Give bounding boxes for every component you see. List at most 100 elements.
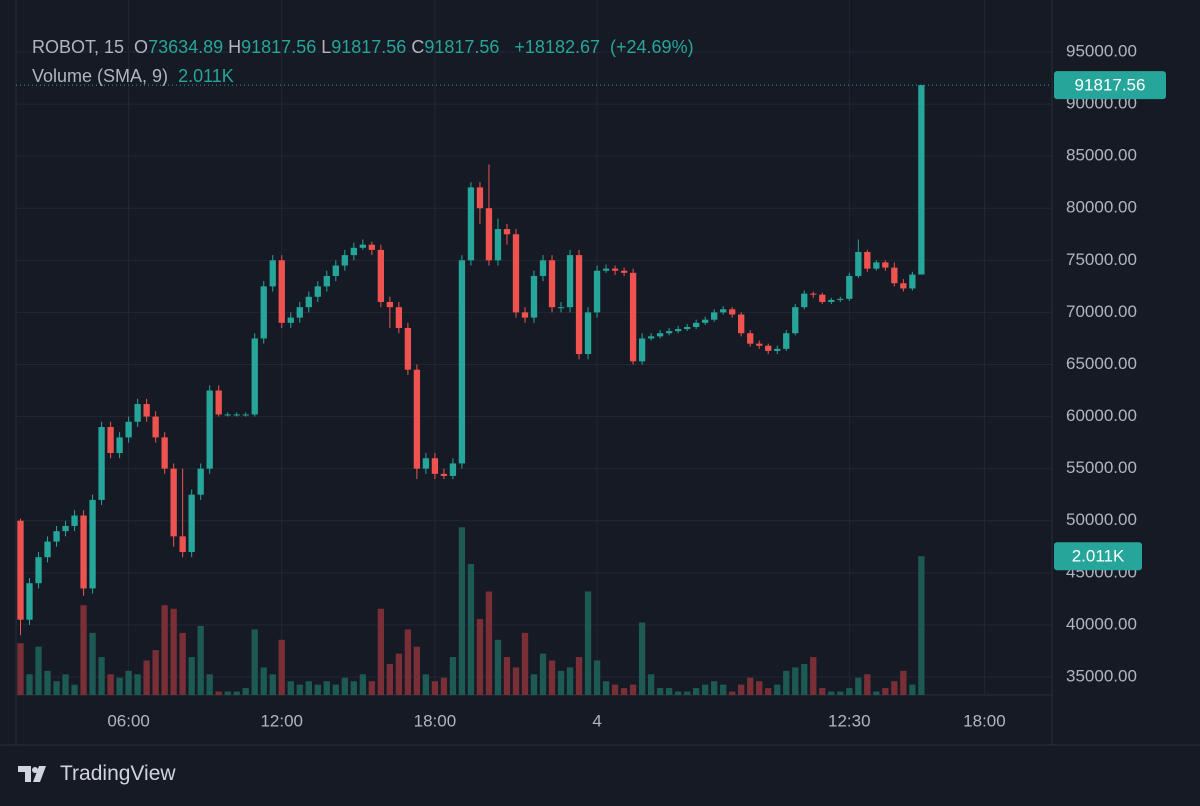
candle-body [197, 468, 204, 495]
volume-bar [566, 667, 574, 695]
candle-body [683, 326, 691, 330]
candle-body [765, 345, 772, 351]
candle-body [638, 338, 646, 362]
volume-bar [837, 691, 844, 695]
candle-body [584, 312, 592, 355]
candle-body [629, 272, 637, 362]
axes: 95000.0090000.0085000.0080000.0075000.00… [16, 41, 1166, 730]
candle-body [918, 85, 925, 275]
volume-bar [711, 681, 718, 695]
volume-bar [143, 660, 150, 695]
candle-body [404, 328, 412, 370]
candle-body [53, 531, 60, 542]
volume-bar [900, 670, 907, 695]
candle-body [801, 293, 808, 308]
volume-bar [774, 684, 781, 695]
volume-tag-label: 2.011K [1072, 547, 1125, 566]
candle-body [900, 283, 907, 289]
candle-body [368, 244, 375, 250]
volume-bar [125, 670, 132, 695]
candle-body [494, 229, 502, 261]
candle-body [17, 520, 24, 620]
candle-body [278, 260, 285, 323]
volume-bars [17, 527, 925, 695]
candle-body [530, 275, 538, 318]
volume-bar [792, 667, 799, 695]
candle-body [422, 458, 430, 469]
volume-bar [747, 677, 754, 695]
candle-body [332, 265, 339, 276]
candle-body [720, 309, 727, 313]
volume-bar [602, 681, 610, 695]
y-tick-label: 85000.00 [1066, 146, 1137, 165]
candle-body [296, 307, 303, 318]
y-tick-label: 75000.00 [1066, 250, 1137, 269]
brand: TradingView [18, 762, 176, 786]
change-pct: (+24.69%) [610, 37, 694, 57]
candle-body [413, 369, 421, 469]
volume-bar [476, 619, 484, 695]
candle-body [161, 437, 168, 469]
volume-bar [855, 677, 862, 695]
candle-body [26, 583, 33, 620]
volume-bar [296, 684, 303, 695]
candle-body [837, 298, 844, 300]
candle-body [674, 329, 682, 332]
candle-body [269, 260, 276, 287]
legend-key: O [134, 37, 149, 57]
volume-bar [620, 688, 628, 695]
volume-bar [693, 688, 700, 695]
volume-bar [828, 691, 835, 695]
change: +18182.67 [514, 37, 600, 57]
volume-bar [431, 681, 439, 695]
volume-tag [1054, 542, 1142, 571]
candles [17, 85, 925, 636]
candle-body [35, 557, 42, 584]
candle-body [233, 414, 240, 416]
volume-bar [179, 632, 186, 695]
volume-bar [206, 674, 213, 695]
volume-bar [80, 605, 87, 695]
candle-body [62, 525, 69, 532]
x-tick-label: 12:00 [260, 711, 303, 730]
volume-bar [368, 681, 375, 695]
volume-bar [134, 674, 141, 695]
volume-bar [765, 688, 772, 695]
candle-body [485, 208, 493, 261]
candle-body [305, 296, 312, 308]
volume-legend: Volume (SMA, 9) 2.011K [32, 62, 699, 91]
candle-body [909, 274, 916, 289]
volume-bar [756, 681, 763, 695]
candle-body [774, 348, 781, 351]
y-tick-label: 80000.00 [1066, 198, 1137, 217]
candle-body [377, 249, 385, 302]
ohlc-items: O73634.89 H91817.56 L91817.56 C91817.56 [134, 37, 504, 57]
candle-body [188, 494, 195, 552]
brand-logo [18, 766, 46, 782]
candle-body [242, 414, 249, 416]
volume-bar [269, 674, 276, 695]
volume-bar [53, 681, 60, 695]
candle-body [359, 244, 366, 248]
candle-body [602, 268, 610, 271]
candle-body [80, 515, 87, 589]
volume-bar [584, 591, 592, 695]
candle-body [260, 286, 267, 339]
volume-bar [215, 691, 222, 695]
candle-body [323, 275, 330, 287]
y-tick-label: 40000.00 [1066, 614, 1137, 633]
volume-bar [882, 688, 889, 695]
volume-bar [738, 684, 745, 695]
volume-bar [107, 674, 114, 695]
candle-body [170, 468, 177, 537]
volume-bar [395, 653, 403, 695]
volume-bar [26, 674, 33, 695]
candle-body [656, 333, 664, 337]
volume-bar [287, 681, 294, 695]
legend-key: C [411, 37, 425, 57]
volume-bar [665, 688, 673, 695]
x-tick-label: 4 [592, 711, 601, 730]
candle-body [711, 312, 718, 320]
y-tick-label: 35000.00 [1066, 666, 1137, 685]
